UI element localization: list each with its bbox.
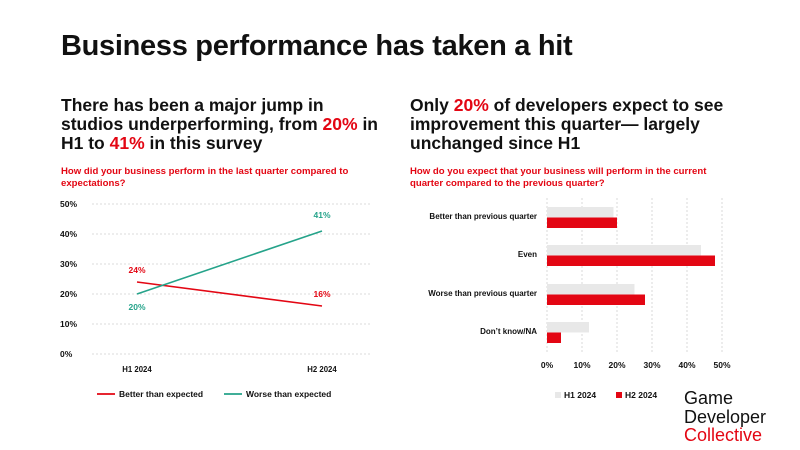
logo-line-developer: Developer <box>683 406 766 427</box>
y-tick-label: 20% <box>60 289 77 299</box>
bar <box>547 207 614 218</box>
logo-line-game: Game <box>683 388 733 408</box>
bar-chart: 0% 10% 20% 30% 40% 50% Better than previous qu… <box>428 198 731 400</box>
page-title: Business performance has taken a hit <box>61 30 573 62</box>
brand-logo: Game Developer Collective <box>684 389 766 445</box>
line-chart: 0% 10% 20% 30% 40% 50% H1 2024 H2 2024 24% 16% 20%… <box>60 199 372 399</box>
x-tick-label: 30% <box>643 360 660 370</box>
x-tick-label: H1 2024 <box>122 365 152 374</box>
category-label: Better than previous quarter <box>429 212 537 221</box>
legend-swatch <box>555 392 561 398</box>
legend-label: H2 2024 <box>625 390 657 400</box>
x-tick-label: 50% <box>713 360 730 370</box>
series-line <box>136 230 323 295</box>
y-tick-label: 10% <box>60 319 77 329</box>
bar <box>547 255 715 266</box>
category-label: Even <box>518 250 537 259</box>
category-label: Worse than previous quarter <box>428 289 537 298</box>
x-tick-label: H2 2024 <box>307 365 337 374</box>
x-tick-label: 10% <box>573 360 590 370</box>
right-panel-title: Only 20% of developers expect to see imp… <box>410 96 740 153</box>
bar <box>547 332 561 343</box>
right-title-part: of developers expect to see improvement … <box>410 95 724 153</box>
data-label: 24% <box>128 265 145 275</box>
legend-label: H1 2024 <box>564 390 596 400</box>
logo-line-collective: Collective <box>683 425 762 445</box>
right-title-highlight: 20% <box>453 95 489 115</box>
legend-label: Better than expected <box>119 389 203 399</box>
bar <box>547 322 589 333</box>
data-label: 41% <box>313 210 330 220</box>
legend-label: Worse than expected <box>246 389 331 399</box>
x-tick-label: 0% <box>541 360 554 370</box>
left-title-part: There has been a major jump in studios u… <box>61 95 324 134</box>
x-tick-label: 40% <box>678 360 695 370</box>
data-label: 20% <box>128 302 145 312</box>
y-tick-label: 40% <box>60 229 77 239</box>
left-title-part: in H1 to <box>61 114 378 153</box>
y-tick-label: 0% <box>60 349 73 359</box>
bar <box>547 294 645 305</box>
category-label: Don’t know/NA <box>480 327 537 336</box>
left-title-highlight-h1: 20% <box>322 114 358 134</box>
y-tick-label: 50% <box>60 199 77 209</box>
right-chart-question: How do you expect that your business wil… <box>410 166 707 189</box>
bar <box>547 217 617 228</box>
left-title-part: in this survey <box>144 133 263 153</box>
bar <box>547 284 635 295</box>
left-chart-question: How did your business perform in the las… <box>61 166 349 189</box>
series-line <box>136 281 323 307</box>
bar <box>547 245 701 256</box>
y-tick-label: 30% <box>60 259 77 269</box>
data-label: 16% <box>313 289 330 299</box>
x-tick-label: 20% <box>608 360 625 370</box>
legend-swatch <box>616 392 622 398</box>
left-panel-title: There has been a major jump in studios u… <box>61 96 381 153</box>
left-title-highlight-h2: 41% <box>109 133 145 153</box>
right-title-part: Only <box>410 95 454 115</box>
